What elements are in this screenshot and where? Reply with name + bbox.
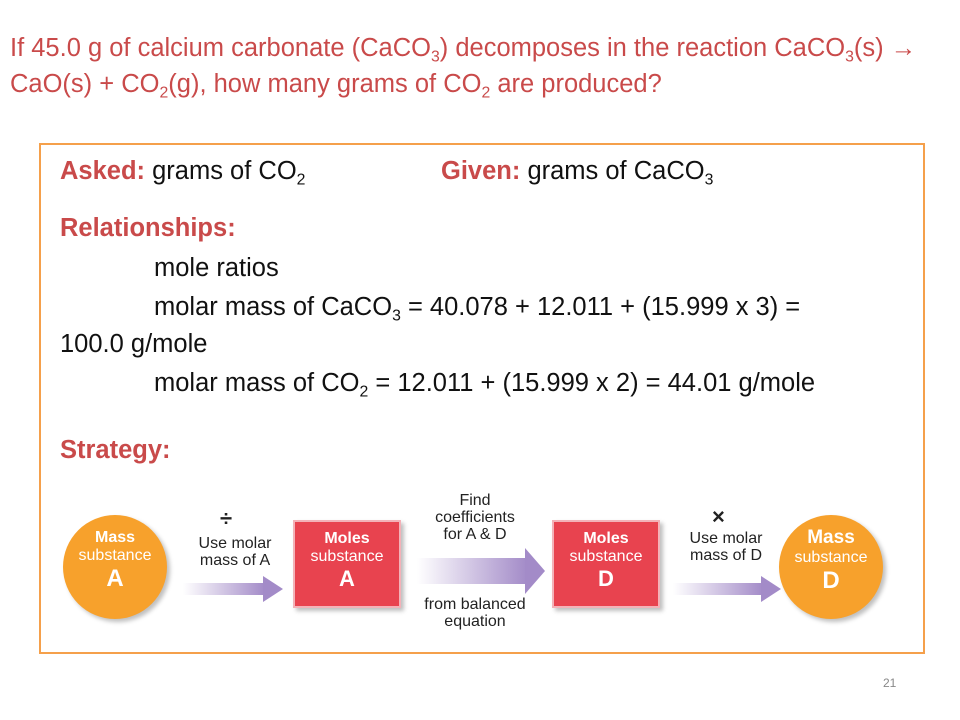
node-moles-substance-d: Moles substance D xyxy=(552,520,660,608)
arrow-3-label: Use molar mass of D xyxy=(689,530,763,564)
strategy-diagram: Mass substance A ÷ Use molar mass of A Mo… xyxy=(55,490,895,640)
relationships-label: Relationships: xyxy=(60,214,236,242)
diagram-arrows xyxy=(183,548,781,602)
node-mass-substance-d: Mass substance D xyxy=(779,515,883,619)
relationship-co2-molar-mass: molar mass of CO2 = 12.011 + (15.999 x 2… xyxy=(154,369,816,401)
multiply-icon: × xyxy=(712,504,725,529)
arrow-2-top-label: Find coefficients for A & D xyxy=(435,492,515,543)
relationship-caco3-result: 100.0 g/mole xyxy=(60,330,208,358)
arrow-2-shape xyxy=(417,548,545,594)
strategy-label: Strategy: xyxy=(60,436,171,464)
node-moles-substance-a: Moles substance A xyxy=(293,520,401,608)
solution-box xyxy=(39,143,925,654)
arrow-1-label: Use molar mass of A xyxy=(198,535,272,569)
arrow-1-shape xyxy=(183,576,283,602)
question-text: If 45.0 g of calcium carbonate (CaCO3) d… xyxy=(10,34,917,102)
given-label: Given: xyxy=(441,157,521,185)
relationship-mole-ratios: mole ratios xyxy=(154,254,279,282)
arrow-2-bottom-label: from balanced equation xyxy=(424,596,526,630)
arrow-3-shape xyxy=(673,576,781,602)
node-mass-substance-a: Mass substance A xyxy=(63,515,167,619)
asked-label: Asked: xyxy=(60,157,146,185)
page-number: 21 xyxy=(883,676,897,690)
given-line: Given: grams of CaCO3 xyxy=(441,157,714,189)
divide-icon: ÷ xyxy=(220,506,233,531)
relationship-caco3-molar-mass: molar mass of CaCO3 = 40.078 + 12.011 + … xyxy=(154,293,801,325)
asked-line: Asked: grams of CO2 xyxy=(60,157,306,189)
